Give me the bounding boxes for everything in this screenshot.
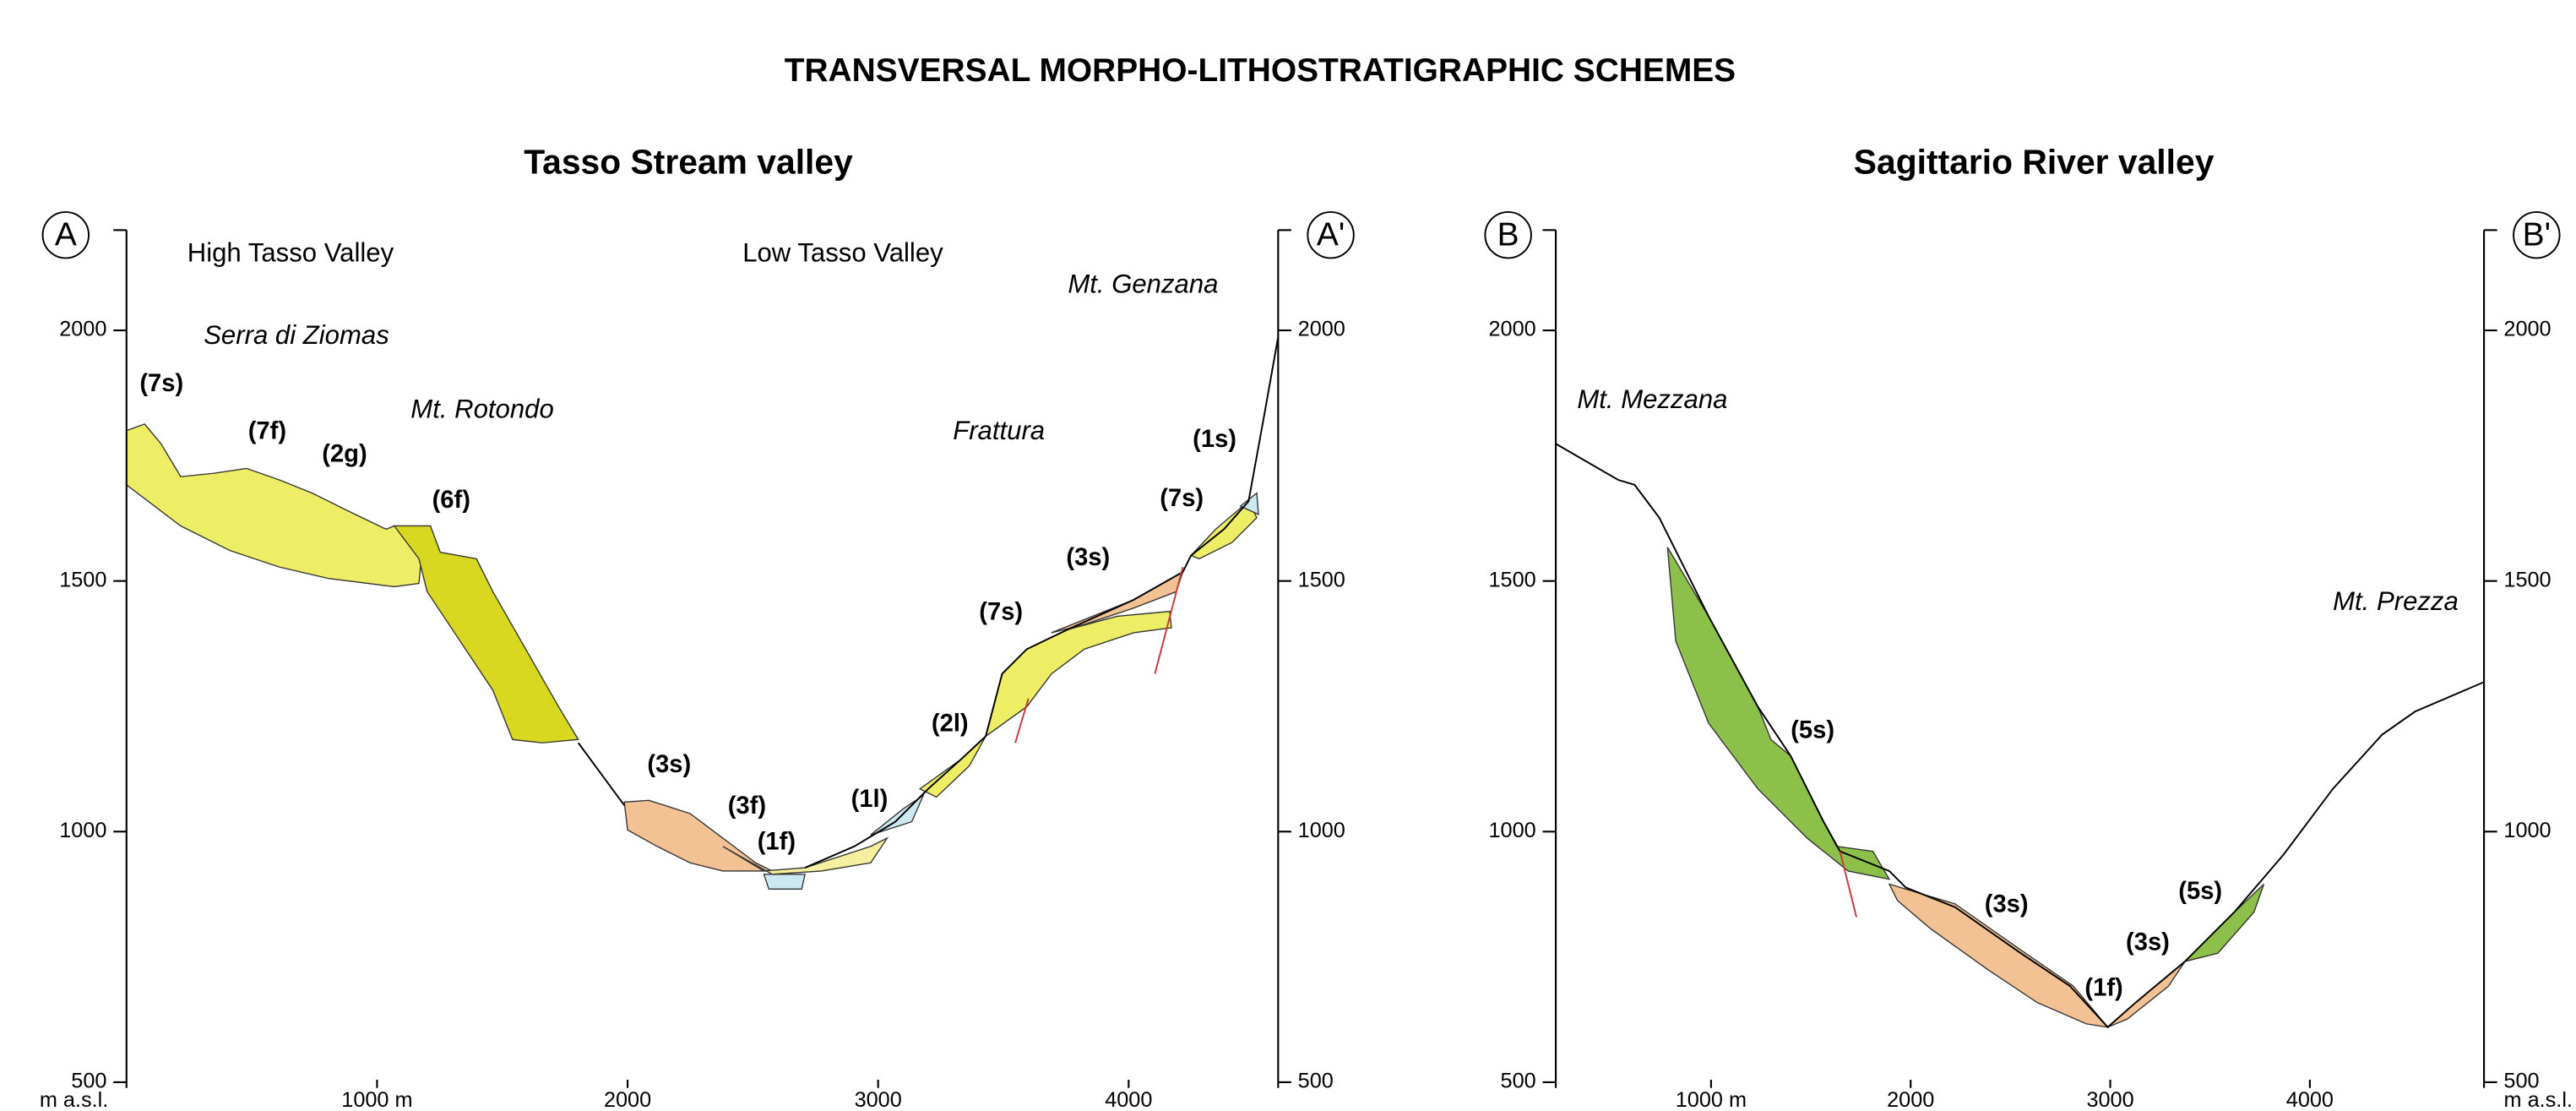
unit-label: (7f)	[248, 417, 286, 444]
section-end: A'	[1317, 216, 1345, 253]
place-label: Mt. Rotondo	[410, 395, 553, 424]
deposit	[1667, 547, 1889, 880]
y-tick-label: 1500	[1298, 568, 1345, 591]
unit-label: (3s)	[1985, 891, 2029, 918]
y-tick-label: 2000	[1488, 318, 1535, 341]
y-tick-label: 1000	[2503, 819, 2551, 842]
y-tick-label: 500	[1501, 1070, 1536, 1093]
x-tick-label: 1000 m	[1676, 1088, 1747, 1111]
place-label: Frattura	[953, 416, 1045, 445]
y-tick-label: 2000	[2503, 318, 2551, 341]
x-tick-label: 4000	[1105, 1088, 1152, 1111]
section-start: A	[55, 216, 77, 253]
unit-label: (7s)	[979, 598, 1023, 625]
place-label: Mt. Mezzana	[1577, 384, 1727, 414]
place-label: Mt. Genzana	[1068, 270, 1218, 299]
x-tick-label: 3000	[855, 1088, 902, 1111]
y-tick-label: 2000	[1298, 318, 1345, 341]
x-tick-label: 4000	[2286, 1088, 2334, 1111]
y-tick-label: 2000	[59, 318, 106, 341]
unit-label: (2l)	[932, 711, 969, 738]
x-tick-label: 1000 m	[341, 1088, 412, 1111]
panel-tasso: Tasso Stream valley A A' High Tasso Vall…	[43, 142, 1354, 889]
panel-title: Tasso Stream valley	[524, 142, 853, 181]
axis-unit: m a.s.l.	[40, 1088, 108, 1111]
deposit	[986, 612, 1171, 737]
unit-label: (1f)	[2084, 975, 2122, 1002]
deposit	[394, 526, 579, 743]
place-label: Serra di Ziomas	[204, 320, 389, 350]
y-tick-label: 1000	[59, 819, 106, 842]
place-label: High Tasso Valley	[187, 238, 394, 268]
y-tick-label: 1500	[2503, 568, 2551, 591]
unit-label: (2g)	[322, 441, 367, 468]
x-tick-label: 2000	[1887, 1088, 1934, 1111]
figure: TRANSVERSAL MORPHO-LITHOSTRATIGRAPHIC SC…	[0, 0, 2576, 1111]
panel-sagittario: Sagittario River valley B B' Mt. Mezzana…	[1485, 142, 2559, 1027]
x-tick-label: 2000	[604, 1088, 651, 1111]
place-label: Mt. Prezza	[2333, 586, 2459, 616]
place-label: Low Tasso Valley	[742, 238, 943, 268]
unit-label: (3s)	[647, 751, 691, 778]
deposit	[127, 424, 424, 587]
unit-label: (3s)	[1066, 544, 1110, 571]
panel-title: Sagittario River valley	[1854, 142, 2215, 181]
axis-unit: m a.s.l.	[2504, 1088, 2573, 1111]
unit-label: (3f)	[728, 792, 766, 820]
ground-line	[1556, 444, 2484, 1027]
y-tick-label: 500	[1298, 1070, 1334, 1093]
unit-label: (1f)	[758, 829, 796, 856]
ground-line	[579, 743, 624, 805]
deposit	[764, 874, 805, 890]
y-tick-label: 1000	[1488, 819, 1535, 842]
x-tick-label: 3000	[2086, 1088, 2133, 1111]
figure-title: TRANSVERSAL MORPHO-LITHOSTRATIGRAPHIC SC…	[785, 52, 1736, 89]
section-end: B'	[2523, 216, 2551, 253]
unit-label: (7s)	[1160, 485, 1204, 512]
unit-label: (7s)	[139, 370, 183, 397]
unit-label: (1s)	[1193, 426, 1236, 453]
unit-label: (5s)	[2178, 878, 2222, 905]
y-tick-label: 1500	[59, 568, 106, 591]
y-tick-label: 1000	[1298, 819, 1345, 842]
unit-label: (6f)	[432, 487, 470, 514]
unit-label: (3s)	[2126, 929, 2170, 956]
unit-label: (1l)	[851, 786, 889, 813]
section-start: B	[1497, 216, 1519, 253]
unit-label: (5s)	[1791, 716, 1834, 743]
y-tick-label: 1500	[1488, 568, 1535, 591]
